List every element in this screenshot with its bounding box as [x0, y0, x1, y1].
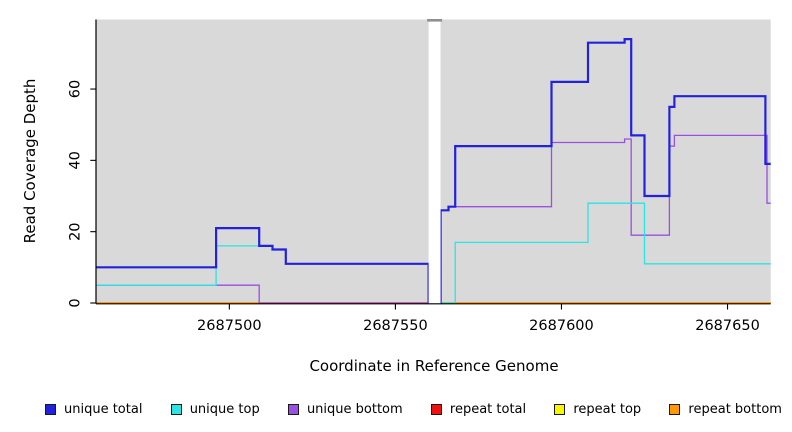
- gap-cap-bar: [427, 19, 443, 22]
- y-tick-label: 40: [68, 151, 84, 169]
- legend-label-repeat-top: repeat top: [573, 401, 642, 417]
- legend-item-unique-total: unique total: [45, 402, 142, 417]
- x-tick-label: 2687550: [363, 318, 428, 334]
- y-axis-title: Read Coverage Depth: [21, 78, 39, 244]
- no-data-gap: [428, 19, 441, 305]
- x-tick-label: 2687650: [695, 318, 760, 334]
- legend-swatch-unique-total: [45, 403, 56, 415]
- x-axis-title: Coordinate in Reference Genome: [309, 357, 559, 375]
- legend-swatch-repeat-top: [554, 403, 566, 415]
- legend-item-repeat-total: repeat total: [430, 401, 527, 417]
- legend-item-unique-top: unique top: [170, 401, 260, 417]
- y-tick-label: 60: [68, 80, 84, 98]
- legend-label-unique-top: unique top: [189, 401, 260, 417]
- legend-swatch-unique-bottom: [287, 403, 299, 415]
- y-tick-label: 0: [68, 298, 84, 307]
- legend-item-unique-bottom: unique bottom: [287, 401, 403, 417]
- legend-item-repeat-bottom: repeat bottom: [669, 402, 782, 417]
- x-tick-label: 2687600: [529, 318, 594, 334]
- legend-label-unique-bottom: unique bottom: [306, 401, 403, 417]
- series-line-unique-total: [96, 38, 771, 305]
- legend: unique total unique top unique bottom repea…: [45, 399, 782, 419]
- legend-swatch-repeat-total: [430, 403, 442, 415]
- legend-swatch-unique-top: [170, 403, 182, 415]
- legend-swatch-repeat-bottom: [669, 403, 681, 415]
- legend-label-repeat-total: repeat total: [449, 401, 527, 417]
- legend-label-unique-total: unique total: [64, 401, 143, 417]
- x-tick-label: 2687500: [197, 318, 262, 334]
- legend-label-repeat-bottom: repeat bottom: [688, 401, 782, 417]
- coverage-plot: 2687500 2687550 2687600 2687650 0 20 40 60: [68, 19, 771, 334]
- y-tick-label: 20: [68, 222, 84, 240]
- legend-item-repeat-top: repeat top: [554, 402, 641, 417]
